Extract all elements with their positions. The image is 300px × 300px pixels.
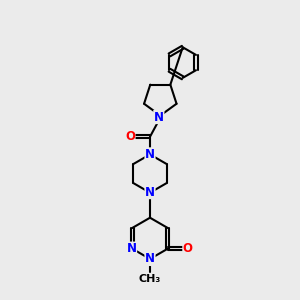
Text: N: N — [145, 186, 155, 199]
Text: O: O — [125, 130, 135, 143]
Text: O: O — [183, 242, 193, 255]
Text: N: N — [154, 110, 164, 124]
Text: N: N — [127, 242, 136, 255]
Text: CH₃: CH₃ — [139, 274, 161, 284]
Text: N: N — [145, 252, 155, 266]
Text: N: N — [145, 148, 155, 161]
